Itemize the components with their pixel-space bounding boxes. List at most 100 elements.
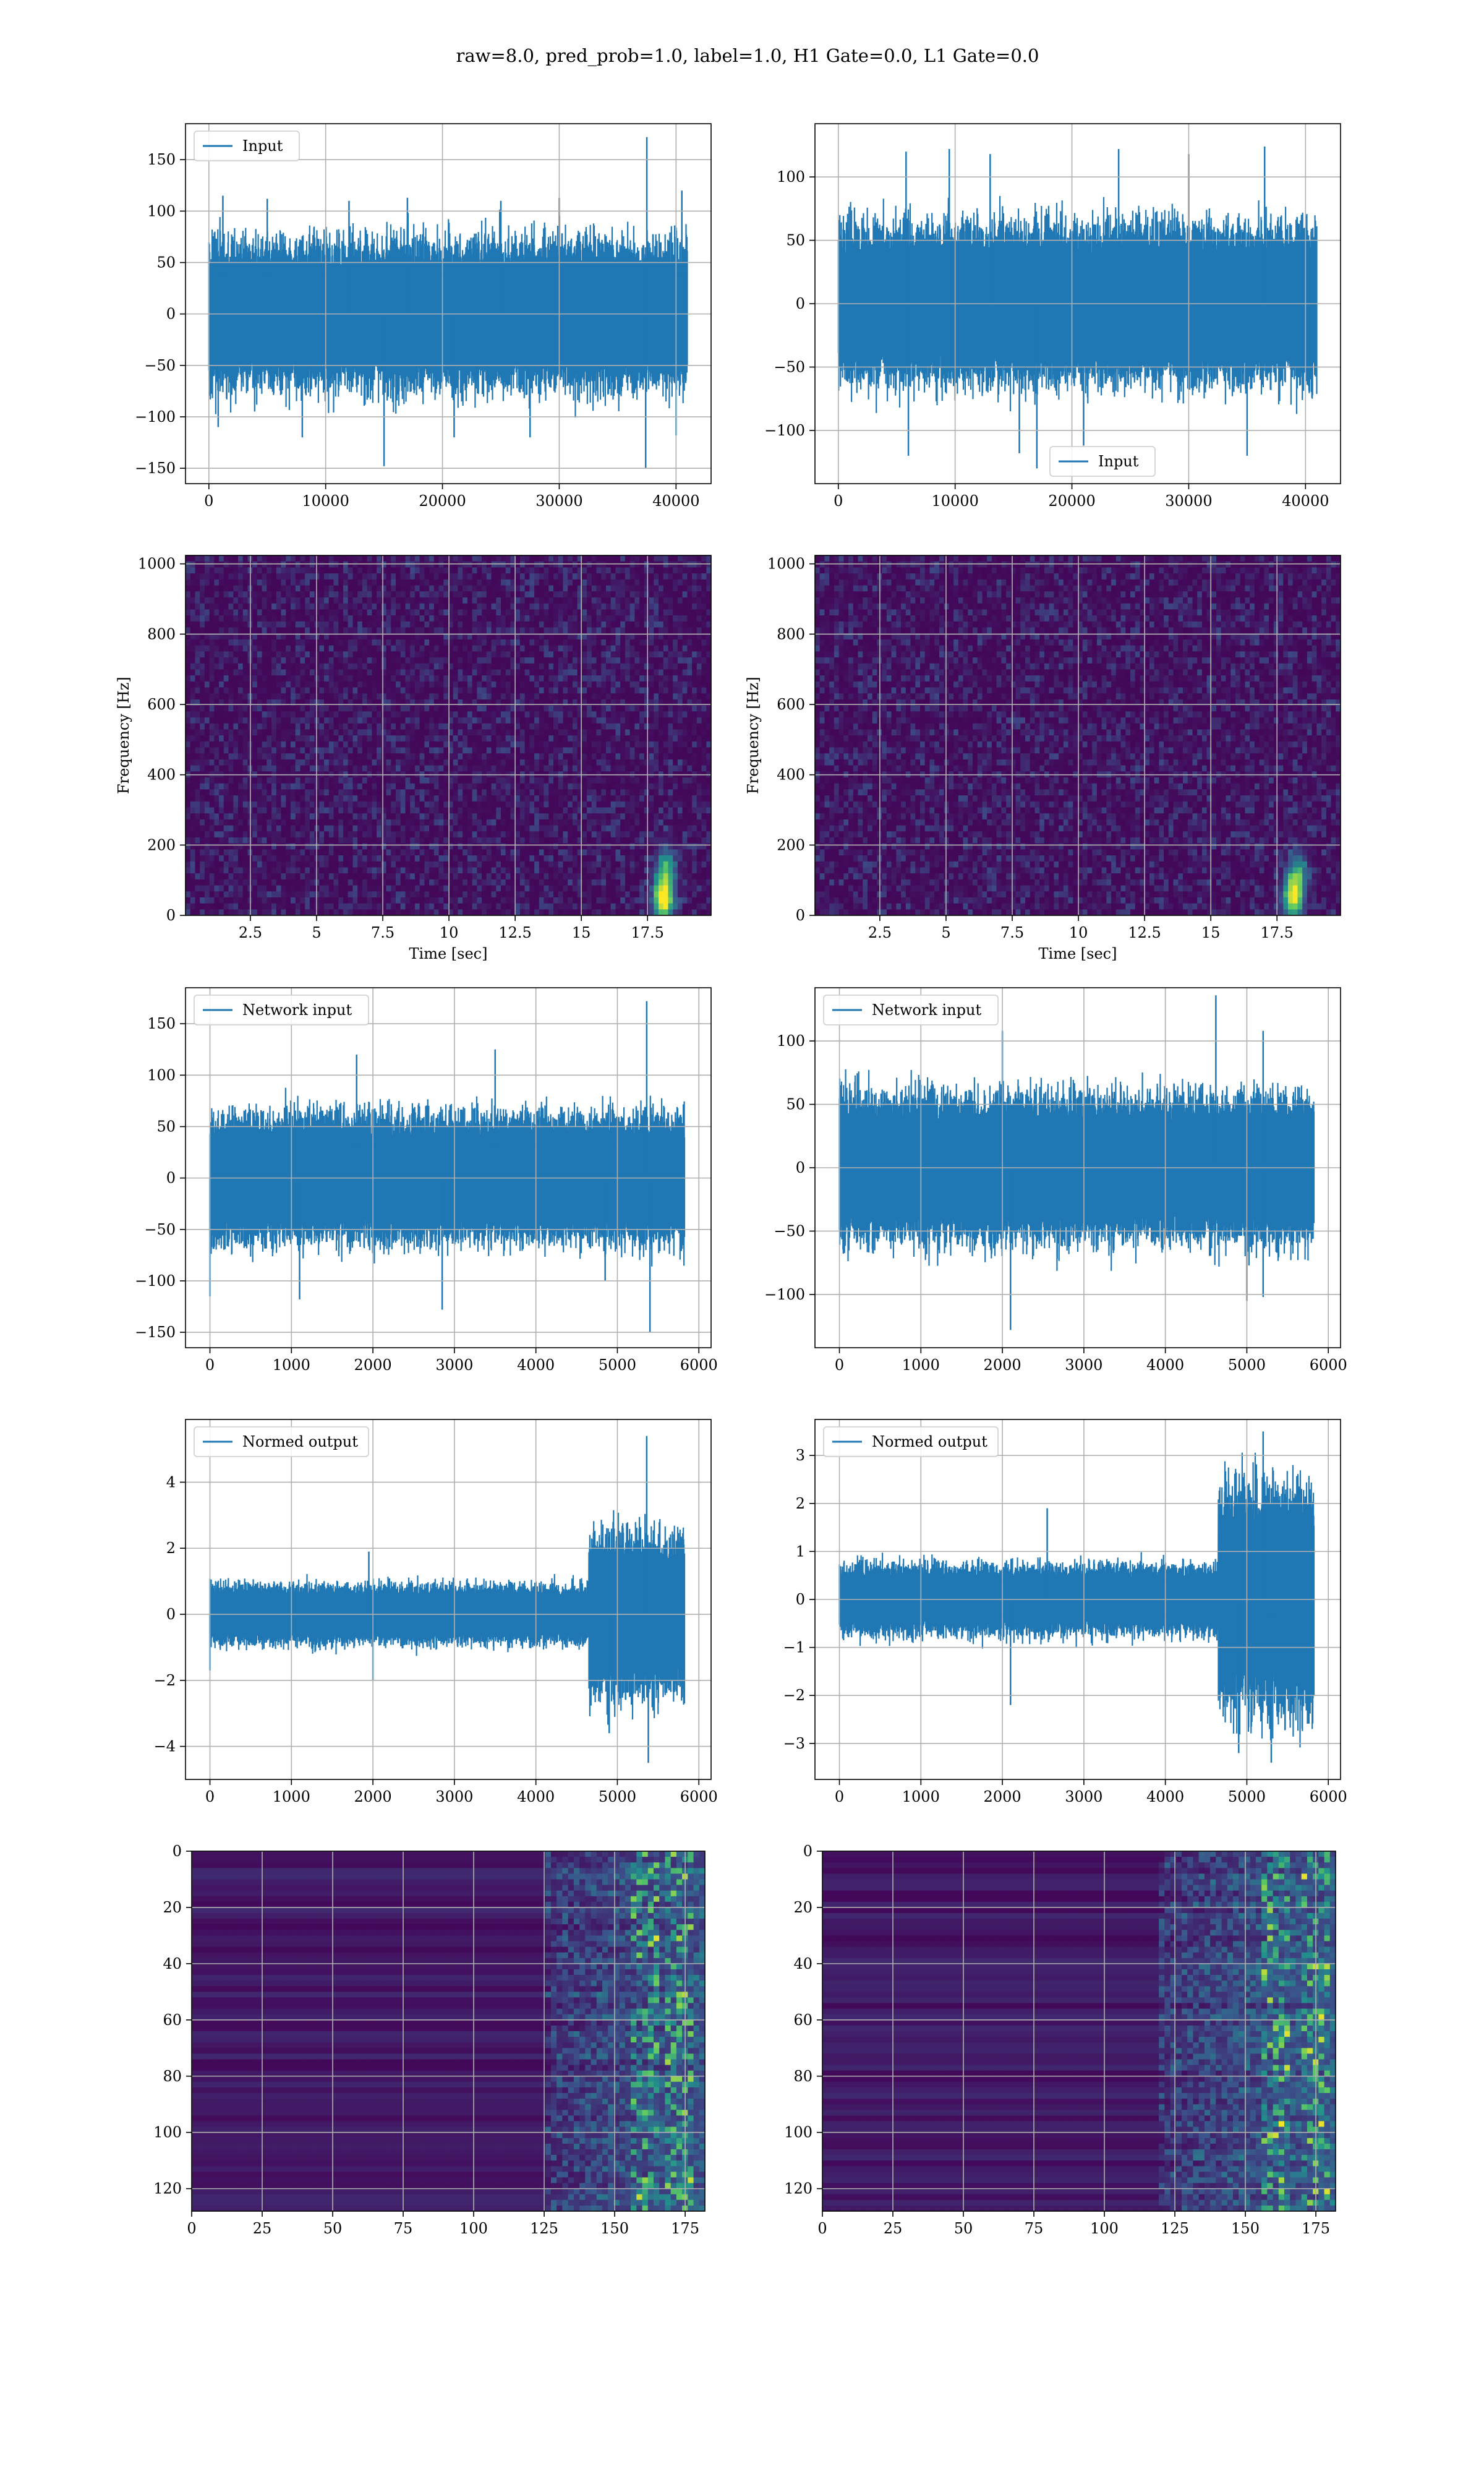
heat-cell: [381, 843, 387, 850]
heat-cell: [429, 591, 435, 598]
heat-cell: [242, 891, 248, 898]
heat-cell: [186, 573, 191, 580]
heat-cell: [563, 723, 568, 730]
heat-cell: [377, 741, 382, 748]
heat-cell: [443, 879, 449, 886]
heat-cell: [343, 897, 349, 904]
heat-cell: [300, 759, 305, 766]
heat-cell: [443, 849, 449, 856]
heat-cell: [228, 615, 234, 622]
heat-cell: [405, 903, 411, 910]
heat-cell: [281, 849, 286, 856]
heat-cell: [200, 837, 205, 844]
heat-cell: [424, 687, 430, 694]
heat-cell: [505, 795, 511, 802]
heat-cell: [214, 705, 220, 712]
heat-cell: [534, 597, 540, 604]
heat-cell: [463, 807, 468, 814]
heat-cell: [381, 693, 387, 700]
heat-cell: [352, 759, 358, 766]
heat-cell: [458, 705, 463, 712]
heat-cell: [529, 801, 535, 808]
heat-cell: [276, 579, 282, 586]
heat-cell: [242, 735, 248, 742]
heat-cell: [386, 675, 391, 682]
heat-cell: [515, 855, 521, 862]
heat-cell: [214, 825, 220, 832]
heat-cell: [233, 867, 239, 874]
heat-cell: [367, 555, 372, 562]
heat-cell: [505, 711, 511, 718]
heat-cell: [377, 867, 382, 874]
heat-cell: [405, 891, 411, 898]
heat-cell: [519, 891, 526, 898]
heat-cell: [419, 687, 425, 694]
heat-cell: [491, 561, 497, 568]
heat-cell: [333, 843, 339, 850]
heat-cell: [458, 909, 463, 915]
heat-cell: [410, 621, 416, 628]
heat-cell: [477, 819, 482, 826]
heat-cell: [333, 741, 339, 748]
heat-cell: [568, 819, 573, 826]
heat-cell: [324, 873, 330, 880]
heat-cell: [539, 723, 545, 730]
heat-cell: [209, 555, 215, 562]
heat-cell: [458, 645, 463, 652]
heat-cell: [414, 615, 420, 622]
heat-cell: [204, 579, 210, 586]
heat-cell: [372, 555, 377, 562]
heat-cell: [519, 861, 526, 868]
heat-cell: [200, 615, 205, 622]
heat-cell: [391, 897, 396, 904]
heat-cell: [367, 783, 372, 790]
heat-cell: [214, 741, 220, 748]
heat-cell: [319, 717, 325, 724]
heat-cell: [463, 633, 468, 640]
heat-cell: [252, 579, 258, 586]
heat-cell: [381, 711, 387, 718]
y-tick-label: 50: [156, 254, 176, 271]
heat-cell: [453, 789, 458, 796]
heat-cell: [463, 819, 468, 826]
heat-cell: [381, 801, 387, 808]
heat-cell: [419, 765, 425, 772]
heat-cell: [228, 717, 234, 724]
heat-cell: [190, 669, 195, 676]
heat-cell: [343, 591, 349, 598]
heat-cell: [214, 765, 220, 772]
heat-cell: [300, 615, 305, 622]
heat-cell: [568, 597, 573, 604]
heat-cell: [381, 831, 387, 838]
heat-cell: [410, 849, 416, 856]
heat-cell: [391, 603, 396, 610]
heat-cell: [367, 663, 372, 670]
heat-cell: [257, 765, 263, 772]
heat-cell: [200, 705, 205, 712]
heat-cell: [405, 879, 411, 886]
heat-cell: [448, 639, 454, 646]
heat-cell: [429, 765, 435, 772]
heat-cell: [534, 615, 540, 622]
heat-cell: [458, 825, 463, 832]
heat-cell: [319, 681, 325, 688]
heat-cell: [228, 909, 234, 915]
heat-cell: [534, 783, 540, 790]
heat-cell: [195, 807, 200, 814]
heat-cell: [563, 621, 568, 628]
heat-cell: [372, 819, 377, 826]
heat-cell: [291, 837, 296, 844]
heat-cell: [190, 861, 195, 868]
heat-cell: [505, 609, 511, 616]
heat-cell: [472, 657, 477, 664]
heat-cell: [233, 681, 239, 688]
heat-cell: [486, 855, 492, 862]
heat-cell: [357, 861, 363, 868]
heat-cell: [291, 855, 296, 862]
heat-cell: [257, 621, 263, 628]
heat-cell: [377, 585, 382, 592]
heat-cell: [424, 699, 430, 706]
heat-cell: [348, 639, 353, 646]
heat-cell: [568, 567, 573, 574]
heat-cell: [472, 693, 477, 700]
